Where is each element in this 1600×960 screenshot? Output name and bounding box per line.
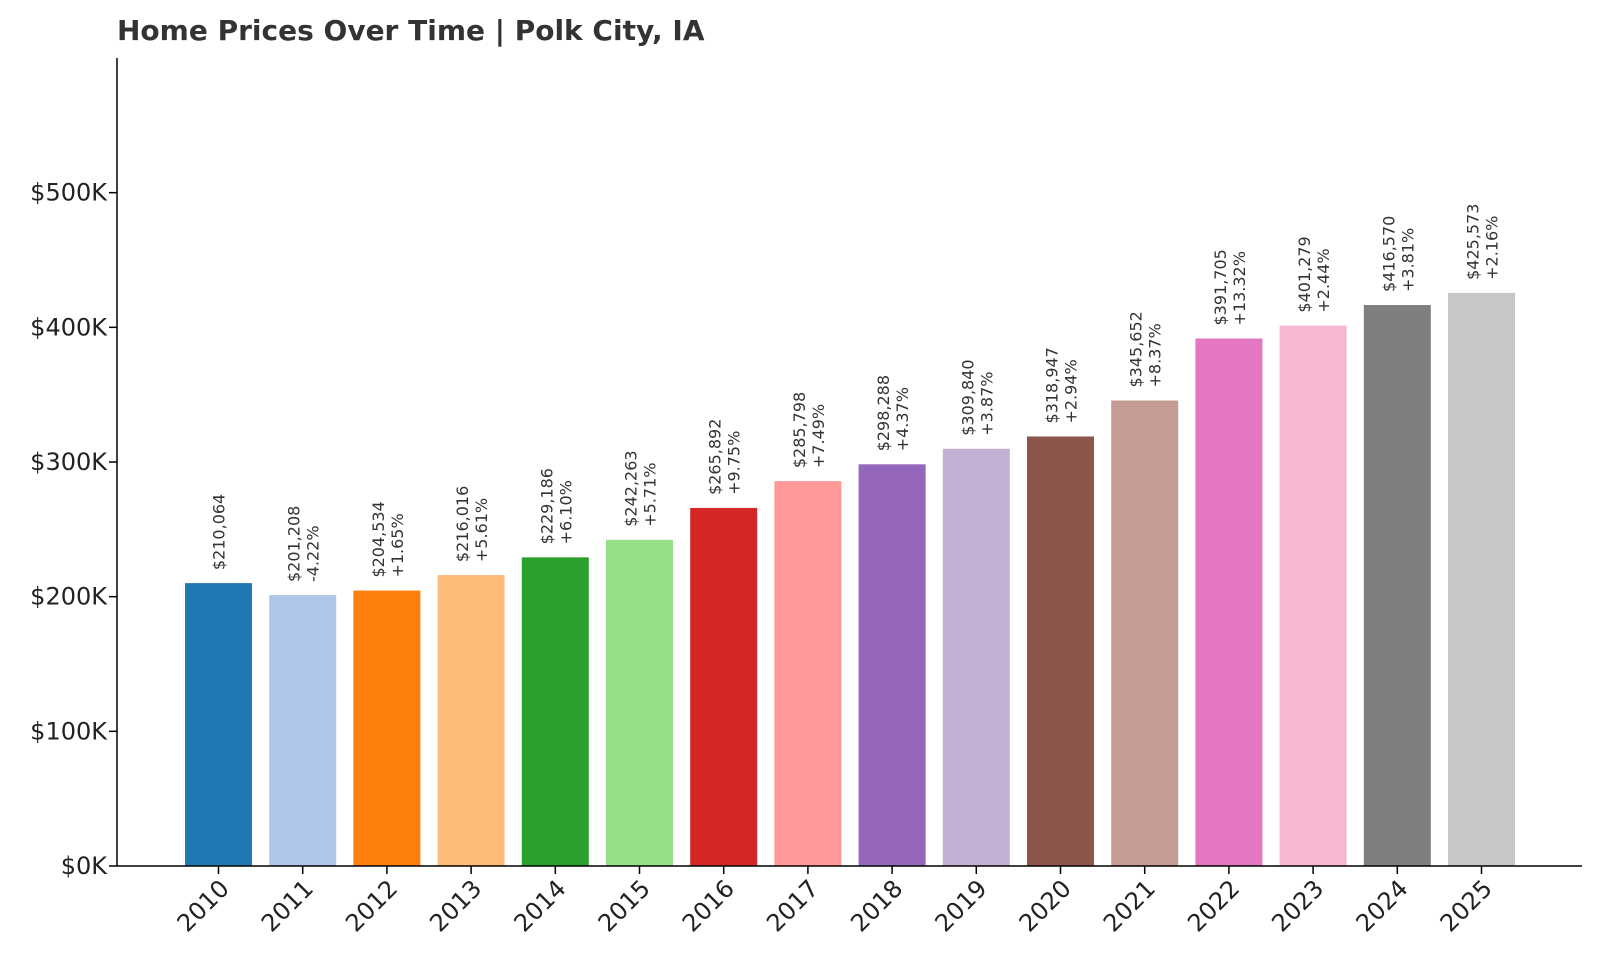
change-label: +2.94% — [1062, 359, 1081, 423]
bar-2018 — [858, 464, 926, 866]
change-label: +1.65% — [388, 513, 407, 577]
bar-2025 — [1448, 292, 1515, 866]
x-tick-label: 2024 — [1351, 874, 1414, 937]
value-label: $425,573 — [1464, 204, 1483, 280]
bars — [185, 292, 1515, 867]
y-tick-label: $300K — [30, 448, 108, 476]
x-axis-ticks: 2010 2011 2012 2013 2014 2015 2016 2017 2018 2019… — [172, 866, 1498, 937]
x-tick-label: 2015 — [593, 874, 656, 937]
bar-2014 — [521, 557, 589, 866]
value-label: $216,016 — [453, 486, 472, 562]
bar-2022 — [1195, 338, 1263, 867]
x-tick-label: 2013 — [424, 874, 487, 937]
x-tick-label: 2010 — [172, 874, 235, 937]
x-tick-label: 2022 — [1182, 874, 1245, 937]
change-label: +2.16% — [1483, 216, 1502, 280]
change-label: +3.81% — [1398, 228, 1417, 292]
value-label: $229,186 — [537, 468, 556, 544]
x-tick-label: 2023 — [1266, 874, 1329, 937]
bar-2024 — [1363, 305, 1431, 867]
x-tick-label: 2025 — [1435, 874, 1498, 937]
value-label: $309,840 — [958, 359, 977, 435]
value-label: $285,798 — [790, 392, 809, 468]
bar-2010 — [185, 583, 252, 866]
bar-2023 — [1279, 325, 1347, 866]
value-label: $204,534 — [369, 501, 388, 577]
value-label: $201,208 — [285, 506, 304, 582]
bar-2020 — [1027, 436, 1094, 866]
value-label: $416,570 — [1379, 216, 1398, 292]
value-label: $391,705 — [1211, 249, 1230, 325]
x-tick-label: 2021 — [1098, 874, 1161, 937]
y-axis-ticks: $0K $100K $200K $300K $400K $500K — [30, 179, 117, 880]
value-label: $242,263 — [622, 450, 641, 526]
value-label: $318,947 — [1043, 347, 1062, 423]
change-label: +3.87% — [977, 372, 996, 436]
bar-2016 — [690, 507, 758, 866]
x-tick-label: 2016 — [677, 874, 740, 937]
value-label: $298,288 — [874, 375, 893, 451]
value-label: $210,064 — [210, 494, 229, 570]
change-label: +6.10% — [556, 480, 575, 544]
chart-title: Home Prices Over Time | Polk City, IA — [117, 14, 705, 47]
x-tick-label: 2019 — [930, 874, 993, 937]
y-tick-label: $100K — [30, 717, 108, 745]
x-tick-label: 2012 — [340, 874, 403, 937]
change-label: +5.61% — [472, 498, 491, 562]
y-tick-label: $500K — [30, 179, 108, 207]
change-label: +2.44% — [1314, 248, 1333, 312]
x-tick-label: 2020 — [1014, 874, 1077, 937]
y-tick-label: $200K — [30, 583, 108, 611]
change-label: -4.22% — [304, 525, 323, 582]
x-tick-label: 2017 — [761, 874, 824, 937]
y-tick-label: $0K — [61, 852, 109, 880]
change-label: +5.71% — [641, 463, 660, 527]
x-tick-label: 2014 — [509, 874, 572, 937]
bar-2019 — [942, 448, 1010, 866]
value-label: $401,279 — [1295, 236, 1314, 312]
bar-2012 — [353, 590, 421, 866]
value-label: $345,652 — [1127, 311, 1146, 387]
bar-2015 — [606, 539, 673, 866]
bar-2013 — [437, 575, 505, 866]
y-tick-label: $400K — [30, 313, 108, 341]
value-label: $265,892 — [706, 419, 725, 495]
x-tick-label: 2018 — [845, 874, 908, 937]
change-label: +8.37% — [1146, 323, 1165, 387]
x-tick-label: 2011 — [256, 874, 319, 937]
change-label: +7.49% — [809, 404, 828, 468]
change-label: +9.75% — [725, 431, 744, 495]
data-labels: $210,064 $201,208 -4.22% $204,534 +1.65% $216… — [210, 204, 1502, 582]
change-label: +4.37% — [893, 387, 912, 451]
change-label: +13.32% — [1230, 251, 1249, 325]
bar-2017 — [774, 481, 842, 866]
bar-2021 — [1111, 400, 1179, 866]
bar-2011 — [269, 595, 337, 866]
